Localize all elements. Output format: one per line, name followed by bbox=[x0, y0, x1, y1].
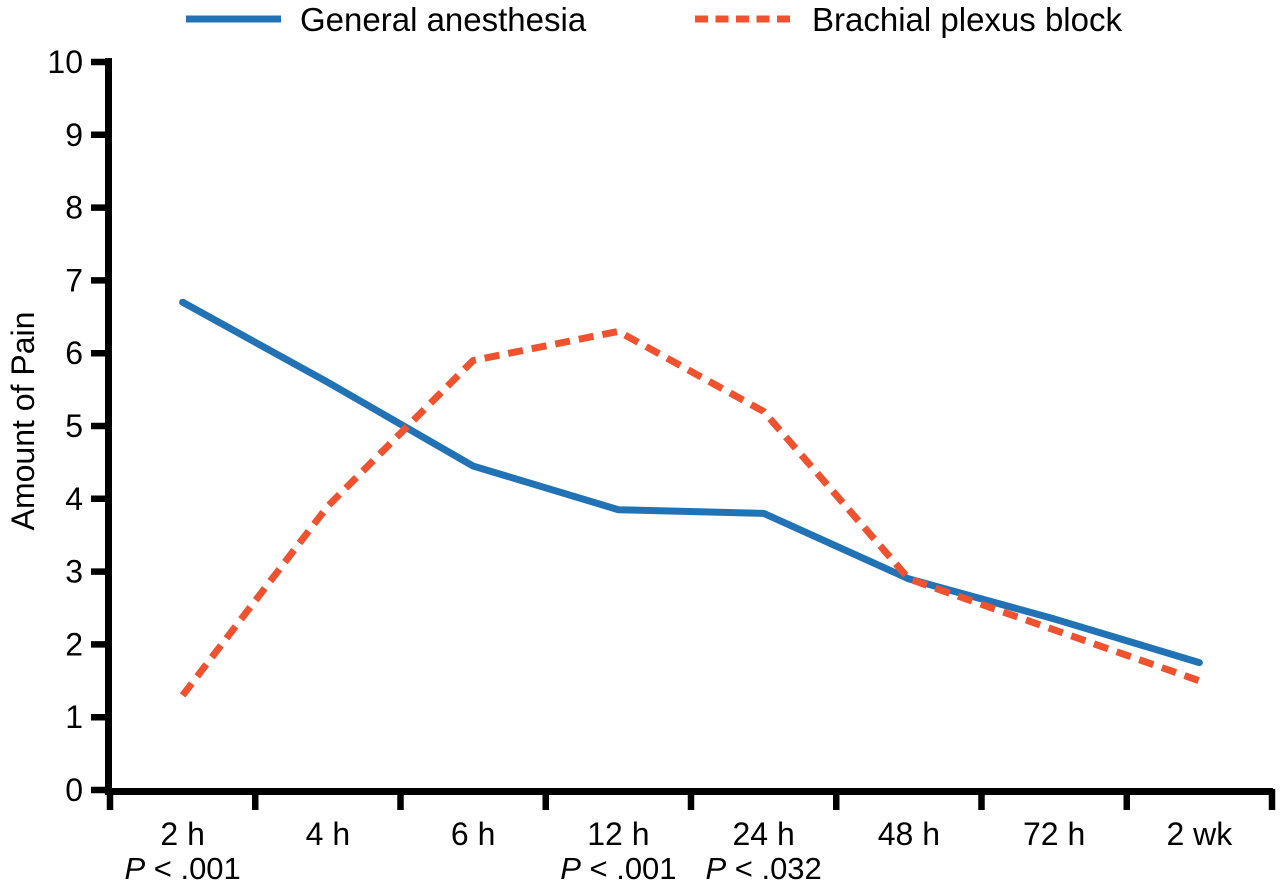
y-tick-label: 9 bbox=[65, 117, 83, 153]
p-value-12-h: P < .001 bbox=[560, 851, 676, 884]
legend: General anesthesia Brachial plexus block bbox=[186, 1, 1122, 38]
y-axis-title: Amount of Pain bbox=[5, 312, 41, 531]
x-tick-label-2-wk: 2 wk bbox=[1166, 816, 1233, 852]
p-value-annotations: P < .001 P < .001 P < .032 bbox=[124, 851, 821, 886]
series-line-brachial-plexus-block bbox=[179, 327, 1201, 698]
series-lines bbox=[179, 298, 1203, 698]
y-axis: 0 1 2 3 4 5 6 7 8 9 10 bbox=[47, 44, 112, 808]
x-tick-label-6-h: 6 h bbox=[451, 816, 495, 852]
y-tick-label: 8 bbox=[65, 190, 83, 226]
y-tick-label: 4 bbox=[65, 481, 83, 517]
y-tick-label: 6 bbox=[65, 335, 83, 371]
x-tick-label-72-h: 72 h bbox=[1023, 816, 1085, 852]
x-tick-label-24-h: 24 h bbox=[732, 816, 794, 852]
y-tick-label: 7 bbox=[65, 262, 83, 298]
y-tick-label: 10 bbox=[47, 44, 83, 80]
x-tick-label-48-h: 48 h bbox=[878, 816, 940, 852]
x-tick-label-2-h: 2 h bbox=[160, 816, 204, 852]
y-tick-label: 5 bbox=[65, 408, 83, 444]
x-tick-label-4-h: 4 h bbox=[306, 816, 350, 852]
legend-label-brachial-plexus-block: Brachial plexus block bbox=[812, 1, 1122, 38]
y-tick-label: 3 bbox=[65, 554, 83, 590]
x-tick-label-12-h: 12 h bbox=[587, 816, 649, 852]
x-axis: 2 h 4 h 6 h 12 h 24 h 48 h 72 h 2 wk bbox=[105, 788, 1276, 852]
series-line-general-anesthesia bbox=[179, 298, 1203, 667]
y-tick-label: 0 bbox=[65, 772, 83, 808]
y-tick-label: 1 bbox=[65, 699, 83, 735]
p-value-2-h: P < .001 bbox=[124, 851, 240, 884]
y-tick-label: 2 bbox=[65, 626, 83, 662]
p-value-24-h: P < .032 bbox=[705, 851, 821, 884]
legend-label-general-anesthesia: General anesthesia bbox=[300, 1, 587, 38]
